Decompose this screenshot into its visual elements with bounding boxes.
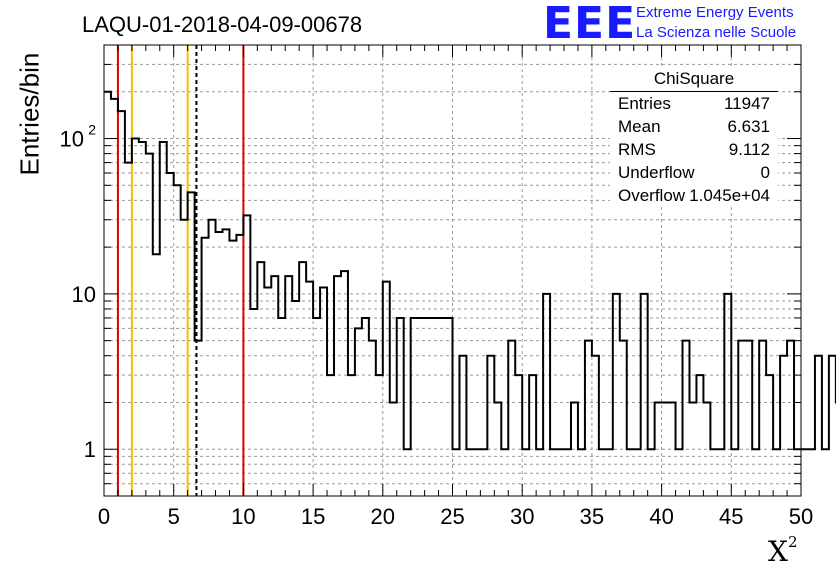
x-axis-label-exponent: 2 [787,533,798,551]
x-tick-label: 10 [231,504,255,529]
x-tick-label: 30 [510,504,534,529]
stats-key: RMS [618,140,656,159]
stats-key: Mean [618,117,661,136]
x-tick-label: 35 [580,504,604,529]
x-tick-label: 45 [719,504,743,529]
stats-divider [610,91,778,92]
stats-key: Underflow [618,163,695,182]
chart-title: LAQU-01-2018-04-09-00678 [82,12,363,37]
x-tick-label: 0 [98,504,110,529]
stats-row: Entries 11947 [610,92,778,115]
x-axis-label: X2 [768,533,798,568]
eee-logo: EEE [543,0,637,49]
y-axis-label: Entries/bin [14,52,45,176]
logo-line-1: Extreme Energy Events [636,4,794,21]
y-tick-label: 10 [72,282,96,307]
stats-key: Entries [618,94,671,113]
y-tick-label: 10 [60,127,84,152]
x-tick-label: 50 [789,504,813,529]
x-tick-label: 40 [649,504,673,529]
stats-value: 6.631 [727,117,770,136]
y-tick-label: 1 [84,437,96,462]
stats-value: 0 [760,163,770,182]
x-tick-label: 20 [371,504,395,529]
y-tick-exponent: 2 [88,122,96,138]
x-tick-label: 5 [168,504,180,529]
stats-value: 9.112 [728,140,770,159]
x-axis-label-base: X [768,535,788,568]
stats-box-name: ChiSquare [653,69,735,88]
logo-line-2: La Scienza nelle Scuole [636,24,797,41]
stats-value: 11947 [723,94,770,113]
histogram-line [104,90,836,451]
stats-row: RMS 9.112 [610,138,778,161]
stats-box: ChiSquare Entries 11947 Mean 6.631 RMS 9.11… [610,68,778,206]
stats-row: Underflow 0 [610,161,778,184]
stats-row: Mean 6.631 [610,115,778,138]
stats-value: 1.045e+04 [689,186,770,205]
x-tick-label: 15 [301,504,325,529]
stats-key: Overflow [618,186,686,205]
stats-row: Overflow 1.045e+04 [610,184,778,207]
x-tick-label: 25 [440,504,464,529]
